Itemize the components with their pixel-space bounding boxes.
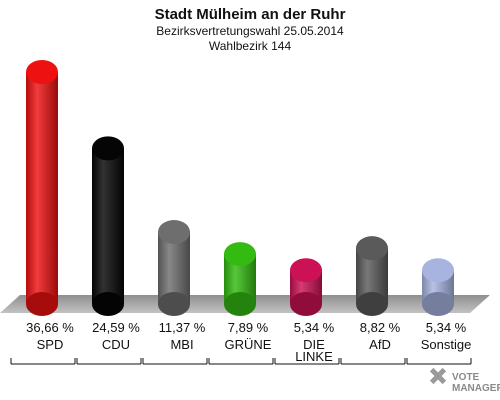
- category-label-afd: AfD: [369, 337, 391, 352]
- bar-die-linke-base: [290, 292, 322, 316]
- value-label-afd: 8,82 %: [360, 320, 401, 335]
- bar-afd-base: [356, 292, 388, 316]
- value-label-sonstige: 5,34 %: [426, 320, 467, 335]
- bar-cdu-body: [92, 148, 124, 304]
- bar-die-linke-top: [290, 258, 322, 283]
- bar-sonstige-top: [422, 258, 454, 283]
- value-label-die-linke: 5,34 %: [294, 320, 335, 335]
- bar-afd: [356, 236, 388, 316]
- category-label-die-linke-line-1: DIE: [303, 337, 325, 352]
- bar-mbi-base: [158, 292, 190, 316]
- chart-title: Stadt Mülheim an der Ruhr: [155, 6, 346, 23]
- value-labels: 36,66 % 24,59 % 11,37 % 7,89 % 5,34 % 8,82 % 5…: [26, 320, 467, 335]
- value-label-spd: 36,66 %: [26, 320, 74, 335]
- bar-spd: [26, 60, 58, 316]
- category-label-gr-ne: GRÜNE: [225, 337, 272, 352]
- vote-manager-logo: VOTE MANAGER: [429, 367, 500, 394]
- value-label-mbi: 11,37 %: [159, 320, 206, 335]
- bar-sonstige: [422, 258, 454, 316]
- bar-cdu: [92, 136, 124, 316]
- bars: [26, 60, 454, 316]
- bar-die-linke: [290, 258, 322, 316]
- chart-subtitle: Bezirksvertretungswahl 25.05.2014: [156, 24, 344, 38]
- bar-cdu-base: [92, 292, 124, 316]
- category-label-die-linke-line-2: LINKE: [295, 349, 333, 364]
- bar-spd-top: [26, 60, 58, 84]
- bar-gr-ne-top: [224, 242, 256, 267]
- category-label-spd: SPD: [37, 337, 64, 352]
- district-label: Wahlbezirk 144: [209, 39, 292, 53]
- category-label-sonstige: Sonstige: [421, 337, 472, 352]
- bar-afd-top: [356, 236, 388, 261]
- bar-gr-ne: [224, 242, 256, 316]
- bar-cdu-top: [92, 136, 124, 161]
- bar-mbi-top: [158, 220, 190, 245]
- logo-line-1: VOTE: [452, 372, 480, 383]
- category-label-cdu: CDU: [102, 337, 130, 352]
- bar-spd-base: [26, 292, 58, 316]
- bar-spd-body: [26, 72, 58, 304]
- logo-line-2: MANAGER: [452, 383, 500, 394]
- bar-sonstige-base: [422, 292, 454, 316]
- value-label-cdu: 24,59 %: [92, 320, 140, 335]
- value-label-gr-ne: 7,89 %: [228, 320, 269, 335]
- bar-mbi: [158, 220, 190, 316]
- bar-gr-ne-base: [224, 292, 256, 316]
- category-label-mbi: MBI: [170, 337, 193, 352]
